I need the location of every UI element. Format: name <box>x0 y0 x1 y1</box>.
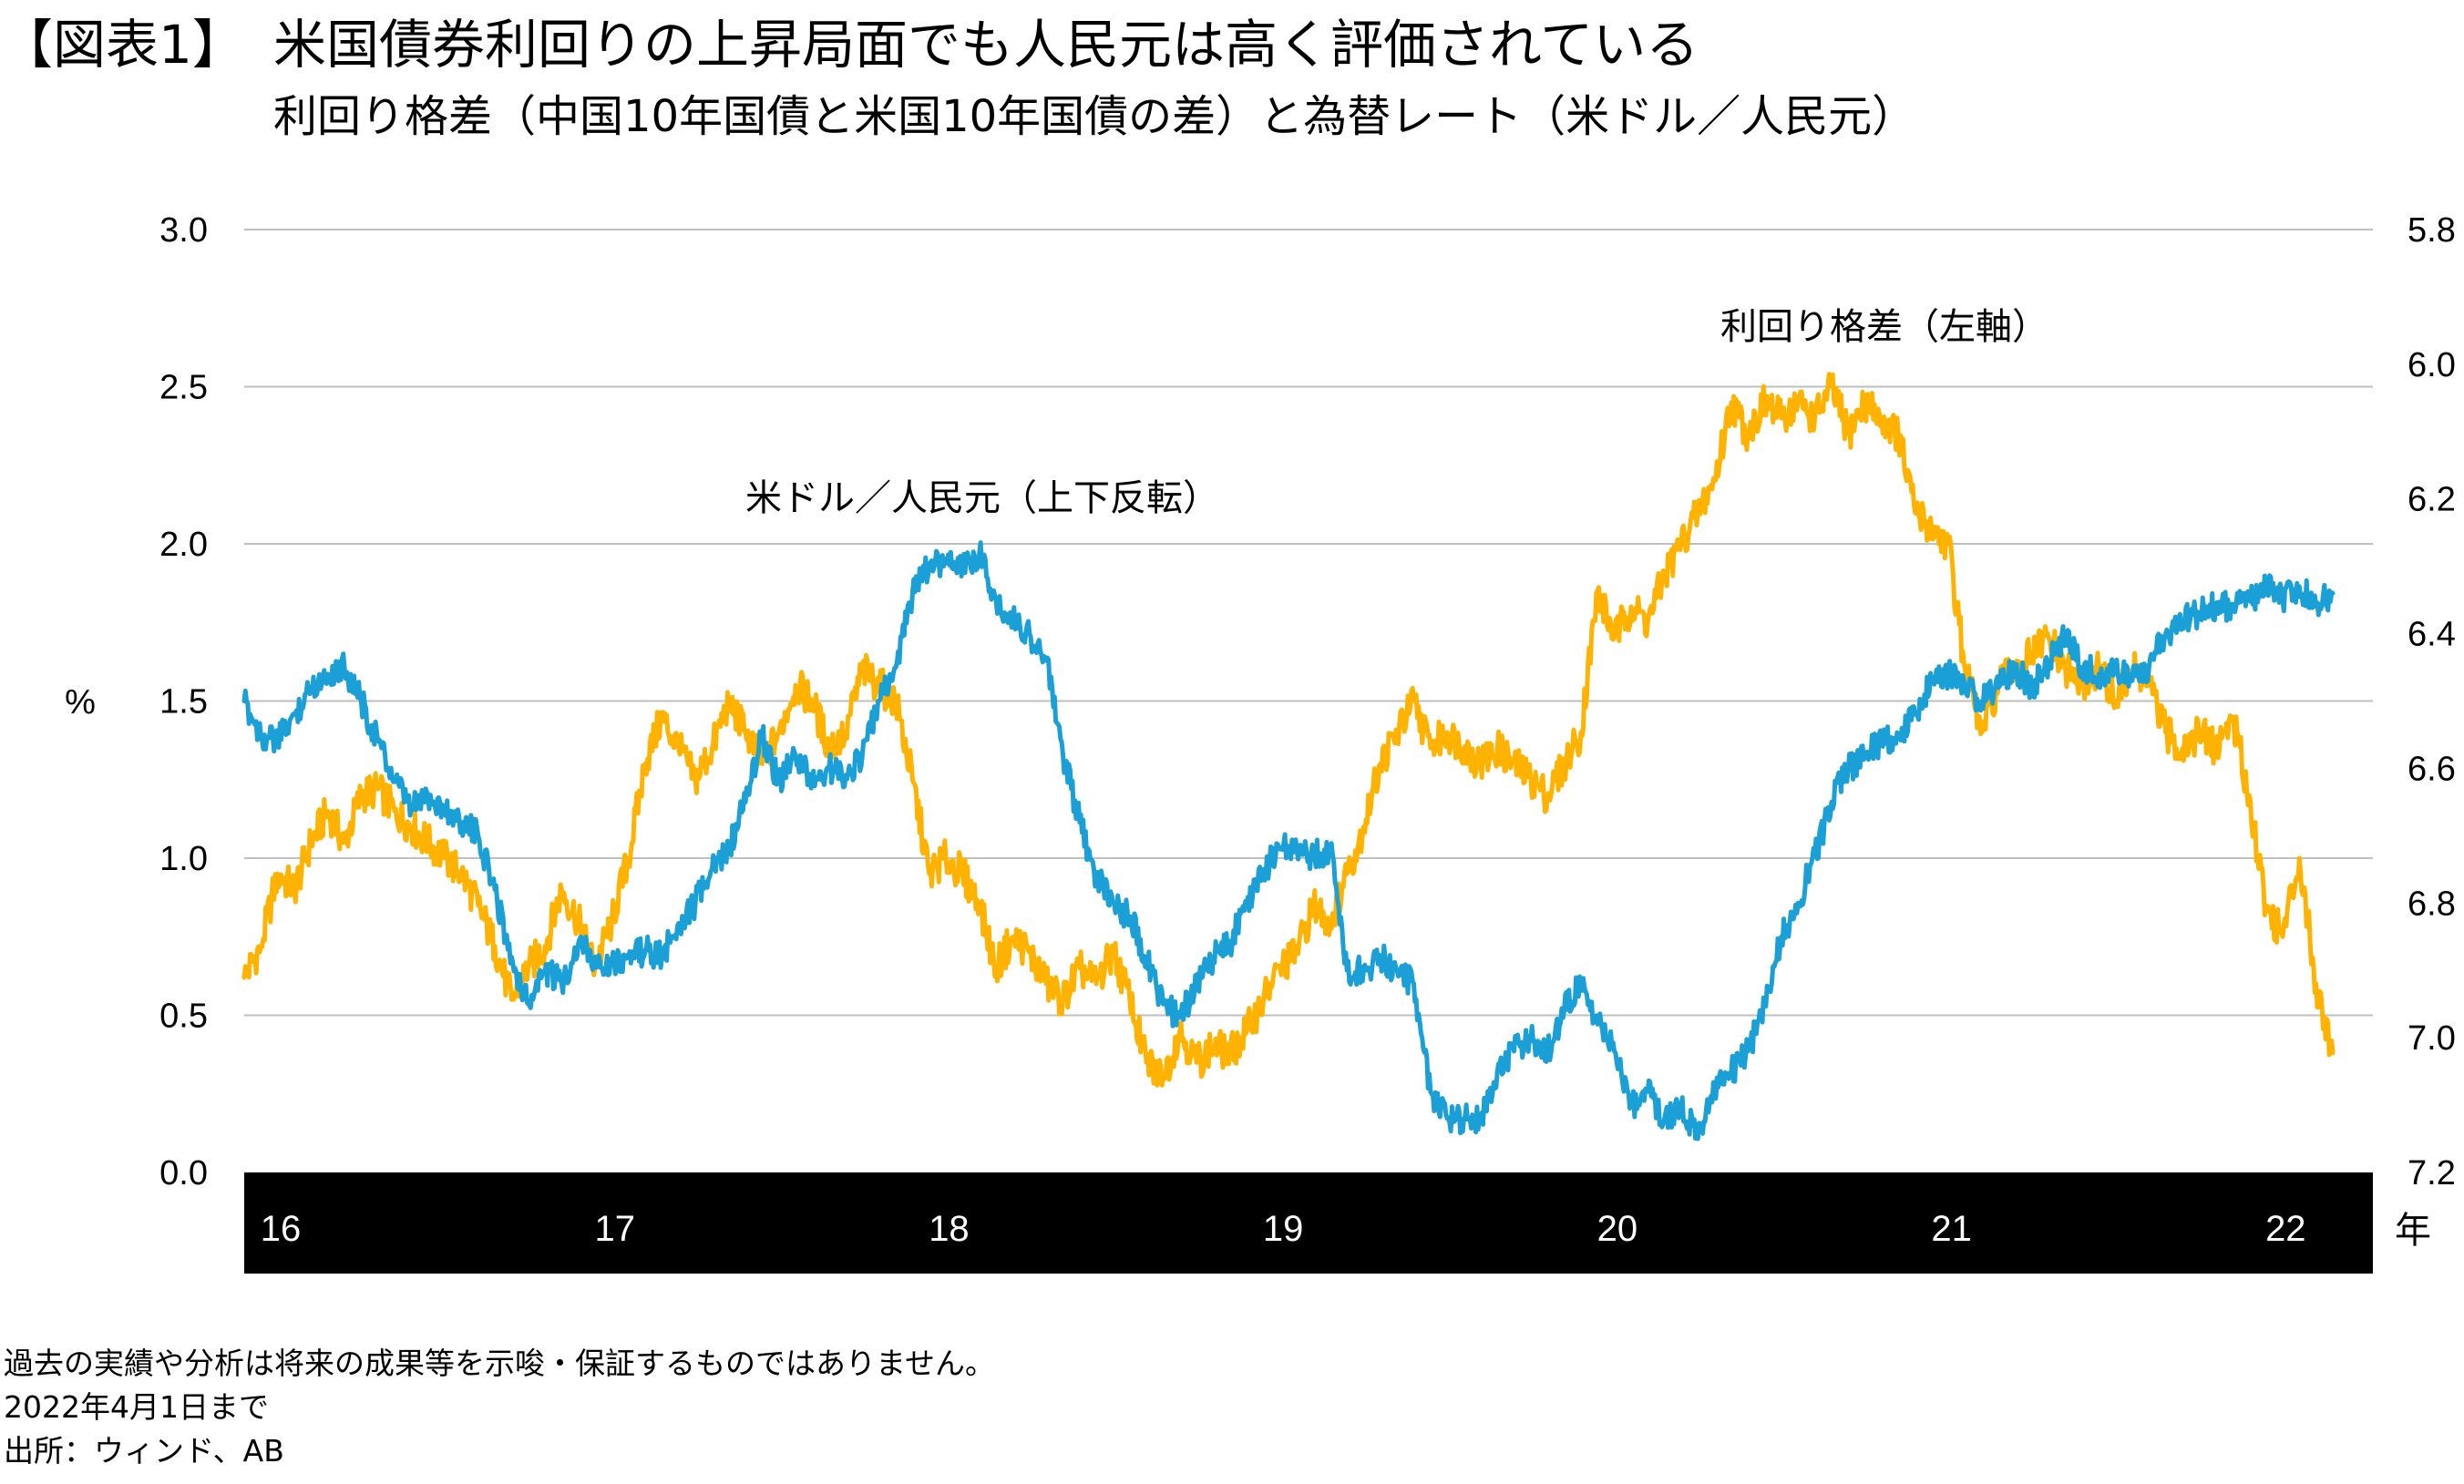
y-left-tick-label: 1.0 <box>159 840 208 878</box>
chart-subtitle: 利回り格差（中国10年国債と米国10年国債の差）と為替レート（米ドル／人民元） <box>273 91 1916 142</box>
y-right-tick-label: 6.6 <box>2408 750 2456 788</box>
y-right-tick-label: 6.0 <box>2408 346 2456 384</box>
y-left-tick-label: 0.5 <box>159 998 208 1036</box>
x-tick-label: 19 <box>1263 1209 1304 1249</box>
figure-title: 【図表1】 米国債券利回りの上昇局面でも人民元は高く評価されている <box>0 2 1699 78</box>
figure-title-text: 米国債券利回りの上昇局面でも人民元は高く評価されている <box>273 14 1699 76</box>
y-right-tick-label: 7.2 <box>2408 1154 2456 1192</box>
date-note: 2022年4月1日まで <box>4 1389 269 1425</box>
x-tick-label: 18 <box>929 1209 970 1249</box>
source-note: 出所：ウィンド、AB <box>4 1433 284 1469</box>
y-right-tick-label: 7.0 <box>2408 1019 2456 1058</box>
x-axis-unit-label: 年 <box>2395 1211 2431 1251</box>
y-left-tick-label: 2.0 <box>159 526 208 564</box>
usdcny-line <box>241 540 2336 1141</box>
y-right-tick-label: 5.8 <box>2408 211 2456 250</box>
y-right-tick-label: 6.2 <box>2408 481 2456 519</box>
yield-spread-annotation: 利回り格差（左軸） <box>1720 307 2048 347</box>
x-tick-label: 22 <box>2265 1209 2306 1249</box>
y-right-tick-label: 6.4 <box>2408 616 2456 654</box>
x-axis-band <box>244 1172 2373 1274</box>
x-tick-label: 20 <box>1597 1209 1638 1249</box>
y-left-tick-label: 1.5 <box>159 683 208 722</box>
figure-number: 【図表1】 <box>0 14 245 76</box>
x-tick-label: 16 <box>261 1209 302 1249</box>
y-left-tick-label: 2.5 <box>159 369 208 407</box>
usdcny-annotation: 米ドル／人民元（上下反転） <box>745 478 1219 518</box>
y-left-axis-label: % <box>65 683 96 722</box>
x-tick-label: 17 <box>594 1209 635 1249</box>
x-tick-label: 21 <box>1931 1209 1972 1249</box>
y-right-tick-label: 6.8 <box>2408 885 2456 923</box>
y-left-tick-label: 0.0 <box>159 1154 208 1192</box>
disclaimer-note: 過去の実績や分析は将来の成果等を示唆・保証するものではありません。 <box>4 1346 996 1381</box>
y-left-tick-label: 3.0 <box>159 211 208 250</box>
